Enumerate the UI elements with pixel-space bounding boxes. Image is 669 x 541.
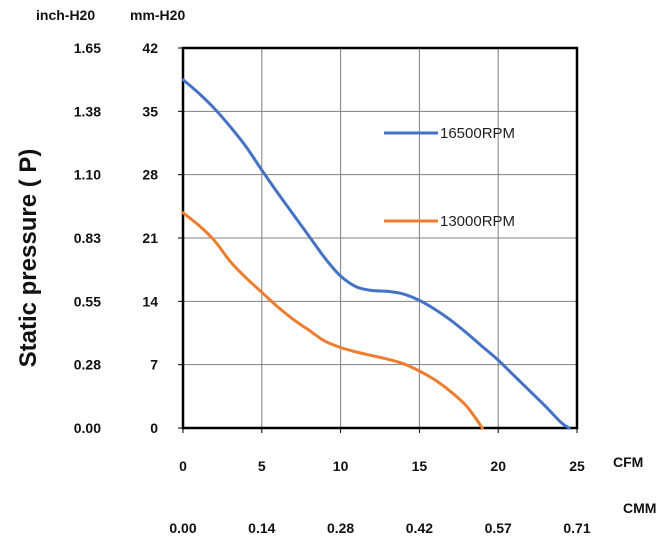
x-tick-label: 10 [333, 458, 349, 474]
series-line-16500rpm [181, 78, 571, 430]
y-secondary-tick-label: 0.00 [74, 420, 101, 436]
y-tick-label: 7 [150, 357, 158, 373]
y-secondary-tick-label: 0.83 [74, 230, 101, 246]
x-tick-label: 25 [569, 458, 585, 474]
x-secondary-tick-label: 0.71 [563, 520, 590, 536]
x-tick-label: 20 [490, 458, 506, 474]
x-secondary-tick-label: 0.57 [485, 520, 512, 536]
x-unit-secondary-label: CMM [623, 500, 656, 516]
y-tick-label: 21 [142, 230, 158, 246]
y-secondary-tick-label: 1.10 [74, 167, 101, 183]
y-tick-label: 35 [142, 103, 158, 119]
y-secondary-tick-label: 0.55 [74, 293, 101, 309]
x-tick-label: 5 [258, 458, 266, 474]
x-secondary-tick-label: 0.00 [169, 520, 196, 536]
y-tick-label: 42 [142, 40, 158, 56]
x-tick-label: 0 [179, 458, 187, 474]
y-tick-label: 28 [142, 167, 158, 183]
series-line-13000rpm [181, 211, 484, 430]
y-unit-secondary-label: inch-H20 [36, 7, 95, 23]
y-secondary-tick-label: 1.38 [74, 103, 101, 119]
x-secondary-tick-label: 0.14 [248, 520, 275, 536]
y-secondary-tick-label: 1.65 [74, 40, 101, 56]
y-tick-label: 0 [150, 420, 158, 436]
legend-label-13000rpm: 13000RPM [440, 213, 515, 230]
series-layer [181, 78, 571, 430]
y-secondary-tick-label: 0.28 [74, 357, 101, 373]
x-secondary-tick-label: 0.28 [327, 520, 354, 536]
tick-labels: 0 0.00 5 0.14 10 0.28 15 0.42 20 0.57 25 0.71 0 0.00 7… [74, 40, 591, 536]
x-secondary-tick-label: 0.42 [406, 520, 433, 536]
grid-lines [182, 47, 578, 429]
y-unit-primary-label: mm-H20 [130, 7, 185, 23]
y-axis-title: Static pressure ( P) [15, 149, 42, 368]
axis-tick-marks [178, 47, 578, 433]
y-tick-label: 14 [142, 293, 158, 309]
x-unit-primary-label: CFM [613, 454, 643, 470]
legend-label-16500rpm: 16500RPM [440, 125, 515, 142]
legend: 16500RPM 13000RPM [384, 125, 515, 230]
x-tick-label: 15 [412, 458, 428, 474]
